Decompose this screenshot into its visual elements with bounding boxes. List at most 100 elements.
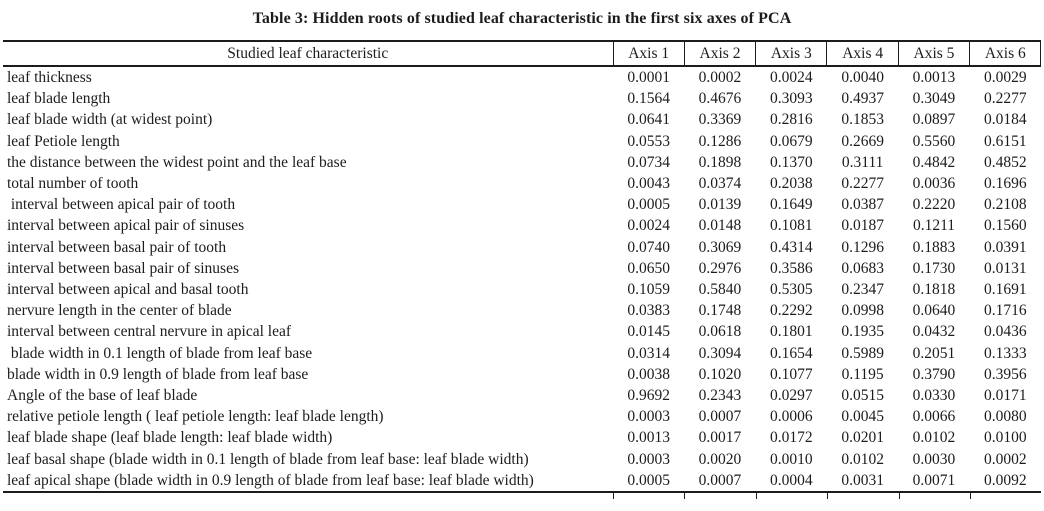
- cell-value: 0.0007: [698, 471, 742, 489]
- cell-value: 0.5840: [698, 281, 742, 299]
- cell-value: 0.1818: [912, 281, 956, 299]
- cell-value: 0.1883: [912, 238, 956, 256]
- row-label: interval between central nervure in apic…: [7, 323, 292, 341]
- cell-value: 0.5305: [770, 281, 813, 299]
- cell-value: 0.0006: [770, 408, 813, 426]
- cell-value: 0.0004: [770, 471, 813, 489]
- cell-value: 0.0184: [983, 111, 1027, 129]
- cell-value: 0.1286: [698, 132, 742, 150]
- cell-value: 0.0553: [627, 132, 670, 150]
- cell-value: 0.1564: [627, 90, 670, 108]
- cell-value: 0.0017: [698, 429, 742, 447]
- cell-value: 0.1649: [770, 196, 813, 214]
- cell-value: 0.1195: [841, 365, 884, 383]
- row-label: leaf basal shape (blade width in 0.1 len…: [7, 450, 529, 468]
- cell-value: 0.0010: [770, 450, 813, 468]
- cell-value: 0.3369: [698, 111, 742, 129]
- column-tick: [827, 493, 828, 500]
- cell-value: 0.0040: [841, 69, 884, 86]
- row-label: nervure length in the center of blade: [7, 302, 232, 320]
- cell-value: 0.0897: [912, 111, 956, 129]
- cell-value: 0.0071: [912, 471, 956, 489]
- row-label: blade width in 0.1 length of blade from …: [7, 344, 313, 362]
- cell-value: 0.4842: [912, 153, 956, 171]
- cell-value: 0.0003: [627, 408, 670, 426]
- cell-value: 0.0036: [912, 175, 956, 193]
- cell-value: 0.6151: [983, 132, 1027, 150]
- cell-value: 0.0029: [983, 69, 1027, 86]
- cell-value: 0.2051: [912, 344, 956, 362]
- cell-value: 0.1081: [770, 217, 813, 235]
- cell-value: 0.0998: [841, 302, 884, 320]
- cell-value: 0.0002: [983, 450, 1027, 468]
- cell-value: 0.1077: [770, 365, 813, 383]
- column-header-characteristic: Studied leaf characteristic: [3, 40, 613, 67]
- cell-value: 0.2347: [841, 281, 884, 299]
- cell-value: 0.3093: [770, 90, 813, 108]
- cell-value: 0.0139: [698, 196, 742, 214]
- row-label: leaf blade width (at widest point): [7, 111, 213, 129]
- cell-value: 0.1801: [770, 323, 813, 341]
- cell-value: 0.4852: [983, 153, 1027, 171]
- cell-value: 0.1059: [627, 281, 670, 299]
- cell-value: 0.3111: [841, 153, 884, 171]
- table-row: leaf Petiole length 0.0553 0.1286 0.0679 0.2…: [3, 131, 1041, 152]
- cell-value: 0.1730: [912, 259, 956, 277]
- table-header: Studied leaf characteristic Axis 1 Axis …: [3, 40, 1042, 67]
- cell-value: 0.0100: [983, 429, 1027, 447]
- column-header-axis-5: Axis 5: [897, 40, 970, 67]
- cell-value: 0.2976: [698, 259, 742, 277]
- cell-value: 0.0031: [841, 471, 884, 489]
- column-header-axis-2: Axis 2: [683, 40, 756, 67]
- cell-value: 0.4314: [770, 238, 813, 256]
- table-row: interval between apical pair of sinuses 0…: [3, 215, 1041, 236]
- cell-value: 0.1748: [698, 302, 742, 320]
- cell-value: 0.2343: [698, 387, 742, 405]
- table-body: leaf thickness 0.0001 0.0002 0.0024 0.0040 0.…: [3, 66, 1041, 492]
- cell-value: 0.3790: [912, 365, 956, 383]
- cell-value: 0.2108: [983, 196, 1027, 214]
- table-row: interval between basal pair of sinuses 0.…: [3, 258, 1041, 279]
- cell-value: 0.0432: [912, 323, 956, 341]
- column-tick: [684, 493, 685, 500]
- cell-value: 0.0066: [912, 408, 956, 426]
- cell-value: 0.0330: [912, 387, 956, 405]
- cell-value: 0.1296: [841, 238, 884, 256]
- table-row: leaf blade length 0.1564 0.4676 0.3093 0.493…: [3, 88, 1041, 109]
- cell-value: 0.3094: [698, 344, 742, 362]
- cell-value: 0.2816: [770, 111, 813, 129]
- cell-value: 0.0618: [698, 323, 742, 341]
- cell-value: 0.2292: [770, 302, 813, 320]
- table-row: leaf thickness 0.0001 0.0002 0.0024 0.0040 0.…: [3, 66, 1041, 88]
- cell-value: 0.1935: [841, 323, 884, 341]
- cell-value: 0.1370: [770, 153, 813, 171]
- table-row: blade width in 0.1 length of blade from …: [3, 343, 1041, 364]
- cell-value: 0.0187: [841, 217, 884, 235]
- cell-value: 0.3049: [912, 90, 956, 108]
- cell-value: 0.0679: [770, 132, 813, 150]
- cell-value: 0.0650: [627, 259, 670, 277]
- column-tick: [970, 493, 971, 500]
- cell-value: 0.5989: [841, 344, 884, 362]
- cell-value: 0.1898: [698, 153, 742, 171]
- cell-value: 0.0024: [627, 217, 670, 235]
- row-label: interval between basal pair of sinuses: [7, 259, 239, 277]
- cell-value: 0.0383: [627, 302, 670, 320]
- cell-value: 0.1853: [841, 111, 884, 129]
- row-label: Angle of the base of leaf blade: [7, 387, 198, 405]
- table-row: leaf apical shape (blade width in 0.9 le…: [3, 470, 1041, 492]
- cell-value: 0.0038: [627, 365, 670, 383]
- row-label: relative petiole length ( leaf petiole l…: [7, 408, 384, 426]
- table-header-row: Studied leaf characteristic Axis 1 Axis …: [3, 40, 1042, 67]
- cell-value: 0.0092: [983, 471, 1027, 489]
- cell-value: 0.0007: [698, 408, 742, 426]
- column-header-axis-1: Axis 1: [612, 40, 685, 67]
- table-row: interval between central nervure in apic…: [3, 321, 1041, 342]
- cell-value: 0.2038: [770, 175, 813, 193]
- cell-value: 0.3069: [698, 238, 742, 256]
- row-label: interval between apical and basal tooth: [7, 281, 249, 299]
- cell-value: 0.1560: [983, 217, 1027, 235]
- cell-value: 0.0001: [627, 69, 670, 86]
- cell-value: 0.1691: [983, 281, 1027, 299]
